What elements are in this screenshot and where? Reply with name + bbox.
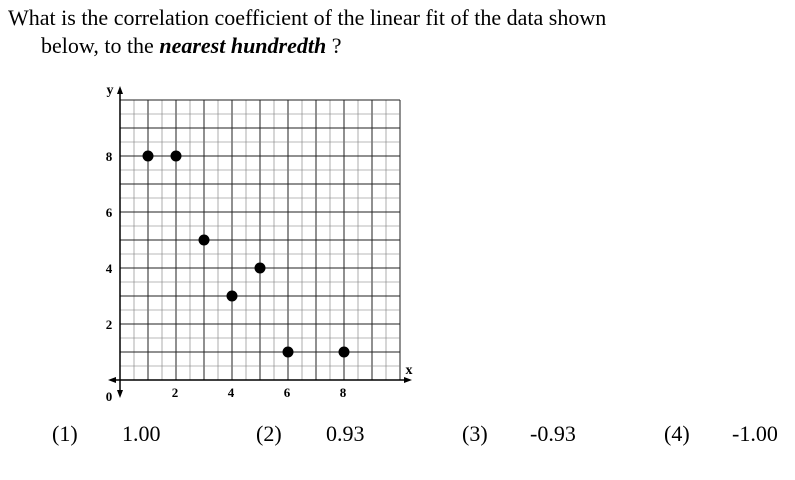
y-axis-arrow-down-icon bbox=[117, 390, 123, 398]
choice-3-value: -0.93 bbox=[530, 421, 576, 446]
origin-label: 0 bbox=[106, 389, 113, 404]
data-point bbox=[338, 346, 350, 358]
y-tick-label: 4 bbox=[106, 261, 113, 276]
data-point bbox=[254, 262, 266, 274]
choice-1-value: 1.00 bbox=[122, 421, 161, 446]
y-tick-label: 2 bbox=[106, 317, 113, 332]
x-tick-label: 8 bbox=[340, 385, 347, 400]
choice-1[interactable]: (1) 1.00 bbox=[52, 420, 161, 448]
choice-2[interactable]: (2) 0.93 bbox=[256, 420, 365, 448]
x-axis-label: x bbox=[406, 363, 413, 378]
y-tick-label: 6 bbox=[106, 205, 113, 220]
data-points bbox=[142, 150, 350, 358]
data-point bbox=[198, 234, 210, 246]
choice-4[interactable]: (4) -1.00 bbox=[664, 420, 778, 448]
x-axis-arrow-right-icon bbox=[404, 377, 412, 383]
data-point bbox=[170, 150, 182, 162]
x-tick-label: 2 bbox=[172, 385, 179, 400]
question-line-2-start: below, to the bbox=[41, 33, 160, 58]
x-axis-arrow-left-icon bbox=[108, 377, 116, 383]
data-point bbox=[142, 150, 154, 162]
y-axis-label: y bbox=[107, 83, 114, 98]
choice-4-value: -1.00 bbox=[732, 421, 778, 446]
x-tick-label: 4 bbox=[228, 385, 235, 400]
question-end: ? bbox=[326, 33, 342, 58]
question-text: What is the correlation coefficient of t… bbox=[8, 4, 606, 60]
plot-grid bbox=[119, 99, 401, 381]
y-axis-arrow-up-icon bbox=[117, 86, 123, 94]
choice-2-value: 0.93 bbox=[326, 421, 365, 446]
y-tick-label: 8 bbox=[106, 149, 113, 164]
tick-labels: x y 0 2 4 6 8 2 4 6 8 bbox=[106, 83, 413, 404]
data-point bbox=[282, 346, 294, 358]
choice-1-number: (1) bbox=[52, 421, 78, 446]
choice-3-number: (3) bbox=[462, 421, 488, 446]
choice-3[interactable]: (3) -0.93 bbox=[462, 420, 576, 448]
question-line-2: below, to the nearest hundredth ? bbox=[8, 32, 606, 60]
choice-4-number: (4) bbox=[664, 421, 690, 446]
question-emphasis: nearest hundredth bbox=[159, 33, 327, 58]
plot-axes bbox=[108, 86, 412, 398]
data-point bbox=[226, 290, 238, 302]
x-tick-label: 6 bbox=[284, 385, 291, 400]
question-line-1: What is the correlation coefficient of t… bbox=[8, 5, 607, 30]
choice-2-number: (2) bbox=[256, 421, 282, 446]
